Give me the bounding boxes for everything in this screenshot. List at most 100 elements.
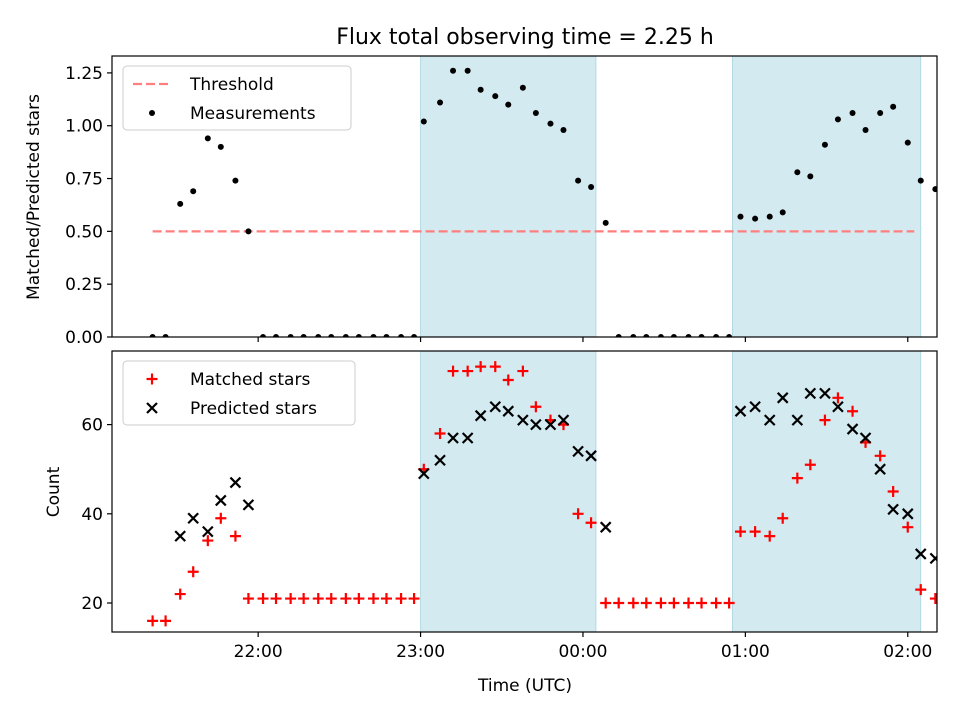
matched-star-point: [312, 593, 324, 605]
panel-ratio: 0.00 0.25 0.50 0.75 1.00 1.25 Threshold Measure…: [65, 55, 938, 348]
matched-star-point: [887, 486, 899, 497]
predicted-star-point: [901, 508, 914, 520]
axes-frame: [111, 55, 938, 338]
axes-frame: [111, 350, 938, 633]
measurement-point: [917, 177, 924, 184]
matched-star-point: [668, 597, 680, 609]
measurement-point: [630, 334, 637, 337]
matched-star-point: [874, 450, 886, 462]
measurement-point: [492, 93, 499, 100]
matched-star-point: [395, 593, 407, 605]
matched-star-point: [943, 593, 954, 604]
plot-area: 0.00 0.25 0.50 0.75 1.00 1.25 Threshold Measure…: [65, 55, 954, 662]
legend-label: Threshold: [189, 75, 274, 95]
predicted-star-point: [557, 414, 570, 426]
measurement-point: [190, 188, 197, 195]
legend-box: [122, 360, 356, 426]
legend-x-swatch: [146, 402, 158, 414]
measurement-point: [177, 200, 184, 207]
matched-star-point: [462, 365, 474, 377]
predicted-star-point: [572, 445, 584, 458]
matched-star-point: [489, 361, 501, 373]
matched-star-point: [147, 615, 159, 627]
matched-star-point: [257, 593, 269, 605]
predicted-star-point: [585, 450, 597, 462]
measurement-point: [398, 334, 405, 337]
measurement-point: [877, 110, 884, 117]
predicted-star-point: [418, 467, 430, 480]
predicted-star-point: [804, 387, 817, 400]
measurement-point: [890, 103, 897, 110]
x-tick-label: 01:00: [721, 642, 770, 662]
predicted-star-point: [763, 414, 776, 426]
measurement-point: [685, 334, 692, 337]
y-tick-label: 0.00: [65, 328, 103, 348]
predicted-star-point: [874, 463, 886, 475]
matched-star-point: [174, 588, 186, 600]
matched-star-point: [242, 593, 254, 605]
measurement-point: [300, 334, 307, 337]
predicted-star-point: [846, 423, 859, 435]
measurement-point: [932, 186, 937, 193]
measurement-point: [287, 334, 294, 337]
matched-star-point: [367, 593, 379, 605]
measurement-point: [477, 86, 484, 93]
measurement-point: [437, 99, 444, 106]
legend-label: Measurements: [190, 104, 316, 124]
matched-star-point: [640, 597, 652, 609]
measurement-point: [821, 141, 828, 148]
y-tick-label: 0.50: [65, 222, 103, 242]
shaded-region: [420, 55, 597, 338]
measurement-point: [643, 334, 650, 337]
shaded-region: [420, 350, 597, 633]
shaded-region: [731, 55, 922, 338]
measurement-point: [849, 110, 856, 117]
measurement-point: [560, 126, 567, 133]
chart-title: Flux total observing time = 2.25 h: [336, 25, 714, 50]
data-layer: [147, 361, 954, 627]
predicted-star-point: [242, 499, 255, 511]
legend: Matched stars Predicted stars: [122, 360, 356, 426]
matched-star-point: [832, 392, 844, 404]
predicted-star-point: [819, 387, 831, 400]
y-axis-label-top: Matched/Predicted stars: [24, 94, 44, 300]
matched-star-point: [734, 526, 746, 538]
matched-star-point: [517, 365, 529, 377]
measurement-point: [547, 120, 554, 127]
measurement-point: [464, 67, 471, 74]
measurement-point: [273, 334, 280, 337]
matched-star-point: [447, 365, 459, 377]
predicted-star-point: [776, 392, 789, 404]
data-layer: [149, 67, 937, 337]
matched-star-point: [408, 593, 420, 605]
measurement-point: [420, 118, 427, 125]
predicted-star-point: [599, 521, 612, 533]
legend: Threshold Measurements: [122, 65, 352, 131]
matched-star-point: [434, 428, 446, 440]
measurement-point: [766, 213, 773, 220]
measurement-point: [411, 334, 418, 337]
measurement-point: [904, 139, 911, 146]
predicted-star-point: [461, 432, 474, 444]
measurement-point: [726, 334, 733, 337]
matched-star-point: [710, 597, 722, 609]
matched-star-point: [902, 521, 914, 533]
matched-star-point: [187, 566, 199, 578]
legend-plus-swatch: [146, 373, 158, 385]
legend-dot-swatch: [149, 110, 155, 116]
predicted-star-point: [187, 512, 199, 525]
matched-star-point: [229, 530, 241, 542]
predicted-star-point: [530, 418, 542, 431]
matched-star-point: [683, 597, 695, 609]
matched-star-point: [655, 597, 667, 609]
predicted-star-point: [174, 530, 186, 542]
predicted-star-point: [202, 525, 214, 538]
matched-star-point: [585, 517, 597, 529]
y-tick-label: 0.25: [65, 275, 103, 295]
x-tick-label: 00:00: [558, 642, 607, 662]
predicted-star-point: [832, 400, 844, 413]
predicted-star-point: [447, 432, 459, 444]
matched-star-point: [340, 593, 352, 605]
matched-star-point: [600, 597, 612, 609]
predicted-star-point: [229, 476, 242, 489]
